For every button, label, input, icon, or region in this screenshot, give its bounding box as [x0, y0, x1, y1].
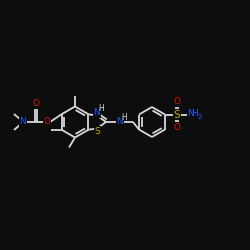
Text: S: S	[174, 110, 180, 120]
Text: O: O	[174, 98, 181, 106]
Text: O: O	[32, 100, 40, 108]
Text: H: H	[192, 109, 198, 118]
Text: O: O	[174, 122, 181, 132]
Text: 2: 2	[197, 114, 202, 120]
Text: H: H	[98, 104, 104, 113]
Text: N: N	[188, 109, 194, 118]
Text: O: O	[44, 118, 51, 126]
Text: H: H	[122, 112, 127, 122]
Text: N: N	[116, 116, 123, 126]
Text: N: N	[93, 108, 100, 117]
Text: S: S	[94, 127, 100, 136]
Text: N: N	[20, 118, 26, 126]
